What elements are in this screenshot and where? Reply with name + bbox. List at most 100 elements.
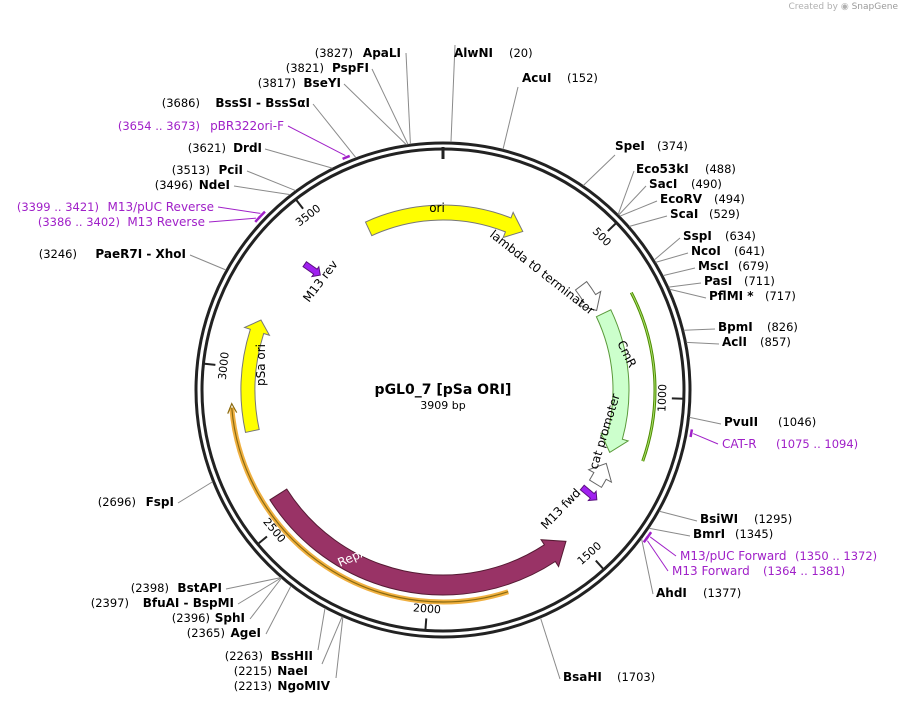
primer-leader bbox=[287, 125, 346, 156]
site-leader bbox=[249, 577, 282, 620]
site-name[interactable]: BsaHI bbox=[563, 670, 602, 684]
site-leader bbox=[686, 341, 720, 345]
primer-labels: CAT-R (1075 .. 1094) M13/pUC Forward (13… bbox=[17, 119, 877, 578]
site-pos: (374) bbox=[657, 139, 688, 153]
site-name[interactable]: DrdI bbox=[233, 141, 262, 155]
feature-arc-cmr[interactable] bbox=[595, 309, 630, 454]
site-name[interactable]: NdeI bbox=[199, 178, 230, 192]
feature-arc-ori[interactable] bbox=[364, 204, 524, 239]
primer-mark bbox=[254, 216, 261, 223]
site-pos: (488) bbox=[705, 162, 736, 176]
site-name[interactable]: Eco53kI bbox=[636, 162, 689, 176]
site-labels: AlwNI (20) AcuI (152) SpeI (374) Eco53kI… bbox=[454, 46, 816, 684]
site-pos: (529) bbox=[709, 207, 740, 221]
site-pos: (1345) bbox=[735, 527, 773, 541]
site-labels-left: NgoMIV (2213) NaeI (2215) BssHII (2263) … bbox=[39, 46, 401, 693]
site-leader bbox=[617, 170, 635, 215]
primer-name[interactable]: pBR322ori-F bbox=[210, 119, 284, 133]
site-name[interactable]: BseYI bbox=[303, 76, 341, 90]
site-name[interactable]: BmrI bbox=[693, 527, 725, 541]
site-leader bbox=[450, 44, 456, 143]
feature-m13-fwd[interactable] bbox=[578, 483, 600, 504]
site-leader bbox=[237, 577, 282, 605]
site-leader bbox=[648, 527, 691, 537]
site-leader bbox=[662, 267, 696, 277]
site-pos: (2263) bbox=[225, 649, 263, 663]
site-pos: (1377) bbox=[703, 586, 741, 600]
site-name[interactable]: NcoI bbox=[691, 244, 721, 258]
site-name[interactable]: ScaI bbox=[670, 207, 698, 221]
primer-name[interactable]: CAT-R bbox=[722, 437, 757, 451]
site-name[interactable]: AcuI bbox=[522, 71, 551, 85]
feature-arc-lambda-t0[interactable] bbox=[574, 280, 602, 312]
feature-arc-repa[interactable] bbox=[269, 488, 567, 596]
site-name[interactable]: BsiWI bbox=[700, 512, 738, 526]
scale-tick-label: 3500 bbox=[293, 202, 323, 229]
site-pos: (1046) bbox=[778, 415, 816, 429]
site-name[interactable]: NgoMIV bbox=[277, 679, 330, 693]
site-name[interactable]: ApaLI bbox=[363, 46, 401, 60]
primer-mark bbox=[642, 536, 649, 544]
feature-label-m13-fwd: M13 fwd bbox=[538, 486, 583, 532]
scale-tick-label: 3000 bbox=[216, 351, 232, 380]
site-leader bbox=[502, 86, 519, 150]
primer-range: (3654 .. 3673) bbox=[118, 119, 200, 133]
primer-name[interactable]: M13/pUC Forward bbox=[680, 549, 787, 563]
site-name[interactable]: AgeI bbox=[231, 626, 261, 640]
site-name[interactable]: AhdI bbox=[656, 586, 687, 600]
site-name[interactable]: SspI bbox=[683, 229, 712, 243]
site-leader bbox=[653, 237, 681, 261]
site-name[interactable]: NaeI bbox=[277, 664, 308, 678]
site-name[interactable]: FspI bbox=[146, 495, 174, 509]
primer-name[interactable]: M13 Reverse bbox=[127, 215, 205, 229]
plasmid-length: 3909 bp bbox=[420, 399, 465, 412]
site-name[interactable]: PciI bbox=[219, 163, 244, 177]
primer-name[interactable]: M13/pUC Reverse bbox=[108, 200, 215, 214]
site-name[interactable]: BfuAI - BspMI bbox=[143, 596, 234, 610]
site-leader bbox=[343, 83, 407, 146]
site-pos: (2398) bbox=[131, 581, 169, 595]
feature-arc-psa-ori[interactable] bbox=[240, 319, 271, 434]
site-pos: (2696) bbox=[98, 495, 136, 509]
site-name[interactable]: BssHII bbox=[271, 649, 313, 663]
site-name[interactable]: AlwNI bbox=[454, 46, 493, 60]
primer-name[interactable]: M13 Forward bbox=[672, 564, 750, 578]
site-name[interactable]: SpeI bbox=[615, 139, 645, 153]
site-pos: (2213) bbox=[234, 679, 272, 693]
site-name[interactable]: PvuII bbox=[724, 415, 758, 429]
site-leader bbox=[659, 510, 698, 522]
site-name[interactable]: PaeR7I - XhoI bbox=[95, 247, 186, 261]
site-name[interactable]: BssSI - BssSαI bbox=[215, 96, 310, 110]
scale-tick bbox=[257, 535, 268, 545]
scale-tick bbox=[203, 362, 216, 366]
site-pos: (3817) bbox=[258, 76, 296, 90]
orf-line-cmr bbox=[629, 291, 657, 462]
feature-label-psa-ori: pSa ori bbox=[254, 344, 268, 386]
site-name[interactable]: PasI bbox=[704, 274, 732, 288]
site-name[interactable]: PspFI bbox=[332, 61, 369, 75]
site-pos: (3621) bbox=[188, 141, 226, 155]
site-leader bbox=[371, 68, 409, 145]
plasmid-name: pGL0_7 [pSa ORI] bbox=[375, 382, 512, 398]
site-leader bbox=[669, 288, 707, 299]
site-name[interactable]: BpmI bbox=[718, 320, 753, 334]
site-name[interactable]: MscI bbox=[698, 259, 729, 273]
site-leader bbox=[233, 185, 291, 196]
orf-arrowhead bbox=[227, 402, 238, 414]
site-name[interactable]: SacI bbox=[649, 177, 677, 191]
scale-tick bbox=[595, 559, 605, 571]
site-name[interactable]: BstAPI bbox=[177, 581, 222, 595]
site-pos: (20) bbox=[509, 46, 533, 60]
site-pos: (2215) bbox=[234, 664, 272, 678]
site-leader bbox=[225, 577, 281, 590]
site-name[interactable]: PflMI * bbox=[709, 289, 754, 303]
site-leader bbox=[189, 254, 227, 271]
primer-leader bbox=[693, 433, 719, 445]
site-name[interactable]: EcoRV bbox=[660, 192, 703, 206]
feature-m13-rev[interactable] bbox=[301, 259, 323, 280]
site-name[interactable]: AclI bbox=[722, 335, 747, 349]
scale-tick bbox=[607, 222, 618, 232]
feature-arc-cat-promoter[interactable] bbox=[587, 462, 613, 489]
site-name[interactable]: SphI bbox=[215, 611, 245, 625]
